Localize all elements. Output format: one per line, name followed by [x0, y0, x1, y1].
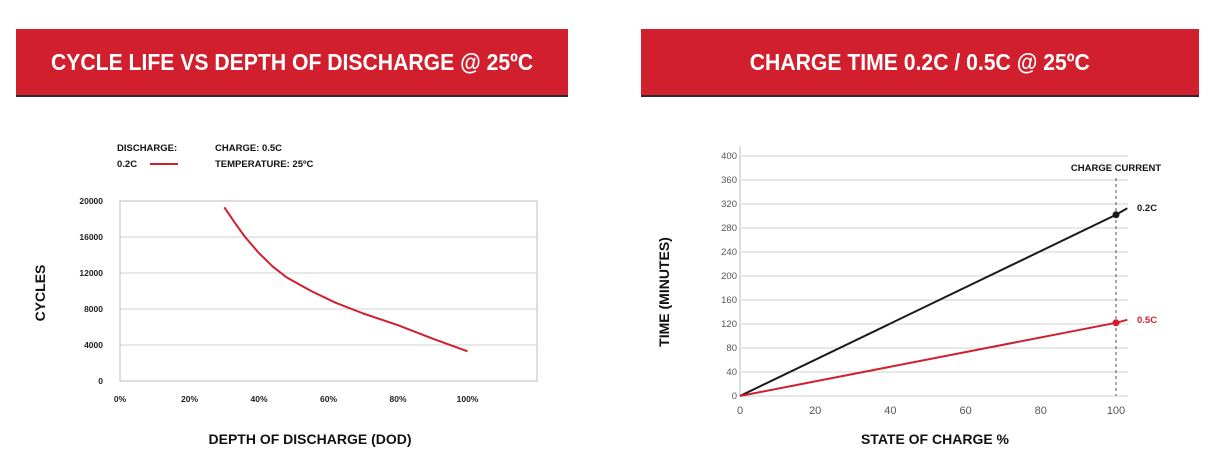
charge-time-title: CHARGE TIME 0.2C / 0.5C @ 25ºC — [750, 48, 1090, 75]
cycle-life-y-tick-label: 12000 — [79, 268, 103, 278]
cycle-life-plot-frame — [119, 200, 538, 382]
charge-time-x-tick-label: 80 — [1035, 405, 1047, 417]
charge-time-x-tick-label: 100 — [1107, 405, 1125, 417]
cycle-life-y-tick-label: 20000 — [79, 196, 103, 206]
charge-time-y-tick-label: 40 — [726, 367, 737, 378]
cycle-life-y-axis-label: CYCLES — [32, 265, 48, 322]
charge-time-series-label: 0.5C — [1137, 315, 1157, 326]
cycle-life-title: CYCLE LIFE VS DEPTH OF DISCHARGE @ 25ºC — [50, 48, 534, 75]
charge-time-y-tick-label: 0 — [732, 391, 737, 402]
charge-time-x-tick-label: 20 — [809, 405, 821, 417]
cycle-life-banner: CYCLE LIFE VS DEPTH OF DISCHARGE @ 25ºC — [16, 29, 568, 97]
cycle-life-y-tick-label: 0 — [98, 376, 103, 386]
cycle-life-x-tick-label: 80% — [389, 394, 406, 404]
cycle-life-y-tick-label: 4000 — [84, 340, 103, 350]
cycle-life-y-tick-label: 8000 — [84, 304, 103, 314]
charge-time-y-axis-label: TIME (MINUTES) — [656, 237, 672, 347]
legend-discharge-label: DISCHARGE: — [117, 143, 177, 154]
charge-time-x-tick-label: 0 — [737, 405, 743, 417]
charge-time-x-tick-label: 60 — [959, 405, 971, 417]
cycle-life-y-tick-label: 16000 — [79, 232, 103, 242]
charge-time-series-point — [1112, 211, 1120, 219]
charge-current-annotation: CHARGE CURRENT — [1071, 163, 1161, 174]
charge-time-y-tick-label: 400 — [721, 151, 737, 162]
charge-time-y-tick-label: 320 — [721, 199, 737, 210]
cycle-life-x-tick-label: 0% — [114, 394, 127, 404]
charge-time-y-tick-label: 240 — [721, 247, 737, 258]
charge-time-x-axis-label: STATE OF CHARGE % — [861, 431, 1010, 447]
legend-charge-note: CHARGE: 0.5C — [215, 143, 282, 154]
charge-time-x-tick-label: 40 — [884, 405, 896, 417]
charge-time-y-tick-label: 160 — [721, 295, 737, 306]
charge-time-series-point — [1112, 319, 1120, 327]
charge-time-series-label: 0.2C — [1137, 203, 1157, 214]
charge-time-banner: CHARGE TIME 0.2C / 0.5C @ 25ºC — [641, 29, 1199, 97]
charge-time-y-tick-label: 120 — [721, 319, 737, 330]
legend-temperature-note: TEMPERATURE: 25ºC — [215, 159, 313, 170]
charge-time-y-tick-label: 280 — [721, 223, 737, 234]
charge-time-y-tick-label: 80 — [726, 343, 737, 354]
charge-time-y-tick-label: 360 — [721, 175, 737, 186]
cycle-life-chart: DISCHARGE: 0.2C CHARGE: 0.5C TEMPERATURE… — [32, 143, 538, 447]
cycle-life-x-tick-label: 100% — [457, 394, 479, 404]
charge-time-y-tick-label: 200 — [721, 271, 737, 282]
charge-time-series-line — [739, 318, 1128, 397]
cycle-life-x-tick-label: 20% — [181, 394, 198, 404]
cycle-life-x-tick-label: 60% — [320, 394, 337, 404]
legend-series-label: 0.2C — [117, 159, 137, 170]
charge-time-series-line — [739, 207, 1128, 397]
cycle-life-x-tick-label: 40% — [250, 394, 267, 404]
cycle-life-series-line — [223, 206, 468, 353]
cycle-life-x-axis-label: DEPTH OF DISCHARGE (DOD) — [209, 431, 412, 447]
